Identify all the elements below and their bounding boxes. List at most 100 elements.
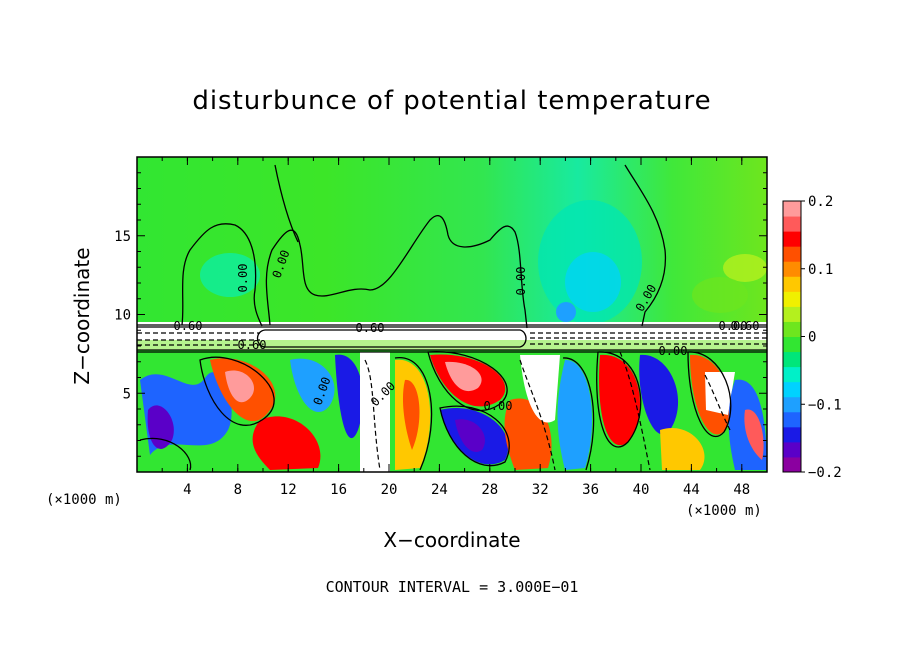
x-tick-label: 12 <box>280 482 297 498</box>
colorbar: 0.2 0.1 0 −0.1 −0.2 <box>782 194 842 481</box>
x-tick-label: 8 <box>234 482 242 498</box>
contour-lines <box>137 164 767 471</box>
colorbar-segment <box>783 351 801 368</box>
colorbar-tick-label: −0.1 <box>808 397 842 413</box>
x-tick-label: 28 <box>481 482 498 498</box>
colorbar-segment <box>783 261 801 277</box>
x-tick-label: 24 <box>431 482 448 498</box>
contour-line <box>562 357 595 471</box>
colorbar-segment <box>783 381 801 398</box>
colorbar-segment <box>783 456 801 473</box>
x-tick-label: 32 <box>532 482 549 498</box>
field-blob <box>455 419 485 452</box>
colorbar-segment <box>783 246 801 262</box>
y-tick-label: 15 <box>114 229 131 245</box>
x-tick-label: 48 <box>733 482 750 498</box>
y-axis-label: Z−coordinate <box>70 247 94 385</box>
contour-dashed <box>137 332 767 471</box>
colorbar-tick-label: 0 <box>808 330 816 346</box>
contour-line <box>624 164 667 327</box>
field-blob <box>599 354 640 446</box>
field-blob <box>360 352 390 472</box>
field-blob <box>557 359 593 470</box>
x-tick-label: 40 <box>633 482 650 498</box>
contour-label: 0.00 <box>659 344 688 358</box>
field-blob <box>660 428 705 470</box>
field-blob <box>252 416 321 470</box>
colorbar-segment <box>783 291 801 307</box>
field-blob <box>639 354 679 435</box>
field-blob <box>692 277 748 313</box>
inversion-band <box>137 340 767 350</box>
field-blob <box>445 361 482 392</box>
contour-line <box>394 357 433 471</box>
field-blob <box>290 358 335 413</box>
colorbar-segment <box>783 366 801 383</box>
x-unit-right: (×1000 m) <box>686 503 762 519</box>
field-blob <box>556 302 576 322</box>
x-tick-label: 36 <box>582 482 599 498</box>
colorbar-segment <box>783 276 801 292</box>
x-tick-label: 4 <box>183 482 191 498</box>
contour-label: 0.60 <box>238 338 267 352</box>
colorbar-segment <box>783 426 801 443</box>
x-axis-label: X−coordinate <box>383 528 521 552</box>
field-blob <box>744 409 764 460</box>
contour-line <box>265 215 528 329</box>
contour-line <box>199 356 275 426</box>
colorbar-segment <box>783 306 801 322</box>
contour-label: 0.00 <box>484 399 513 413</box>
x-unit-left: (×1000 m) <box>46 492 122 508</box>
contour-line <box>687 351 732 438</box>
y-tick-label: 5 <box>123 386 131 402</box>
contour-label: 0.00 <box>236 264 250 293</box>
contour-label: 0.00 <box>719 319 748 333</box>
colorbar-tick-label: −0.2 <box>808 465 842 481</box>
contour-line <box>427 351 508 412</box>
field-blob <box>200 253 260 297</box>
contour-line <box>439 405 510 467</box>
contour-label: 0.00 <box>514 267 528 296</box>
contour-line <box>256 329 527 348</box>
colorbar-segment <box>783 231 801 247</box>
contour-line <box>137 337 767 341</box>
contour-label: 0.60 <box>174 319 203 333</box>
colorbar-tick-label: 0.1 <box>808 262 833 278</box>
colorbar-segment <box>783 336 801 353</box>
colorbar-segment <box>783 396 801 413</box>
contour-line <box>137 349 767 353</box>
contour-label: 0.60 <box>731 319 760 333</box>
contour-line <box>139 437 192 471</box>
colorbar-segment <box>783 216 801 232</box>
contour-line <box>137 324 767 328</box>
x-tick-label: 20 <box>381 482 398 498</box>
chart-title: disturbunce of potential temperature <box>192 86 712 116</box>
contour-line <box>519 359 556 471</box>
contour-label: 0.60 <box>356 321 385 335</box>
contour-line <box>137 343 767 346</box>
field-blob <box>723 254 767 282</box>
field-blob <box>705 372 735 415</box>
contour-line <box>619 351 651 471</box>
field-layer <box>137 157 767 472</box>
x-axis: 4 8 12 16 20 24 28 32 36 40 44 48 <box>161 157 750 498</box>
y-tick-label: 10 <box>114 308 131 324</box>
field-blob <box>335 354 364 439</box>
field-blob <box>520 355 560 423</box>
x-tick-label: 16 <box>330 482 347 498</box>
contour-interval-note: CONTOUR INTERVAL = 3.000E−01 <box>325 578 579 596</box>
colorbar-segment <box>783 201 801 217</box>
y-axis: 5 10 15 <box>114 172 767 457</box>
colorbar-segment <box>783 441 801 458</box>
contour-line <box>364 359 381 471</box>
colorbar-segment <box>783 321 801 337</box>
contour-line <box>596 351 642 448</box>
colorbar-segment <box>783 411 801 428</box>
field-blob <box>402 379 420 450</box>
field-blob <box>565 252 621 312</box>
contour-line <box>181 223 263 327</box>
contour-line <box>274 164 299 243</box>
colorbar-tick-label: 0.2 <box>808 194 833 210</box>
field-blob <box>225 370 254 403</box>
